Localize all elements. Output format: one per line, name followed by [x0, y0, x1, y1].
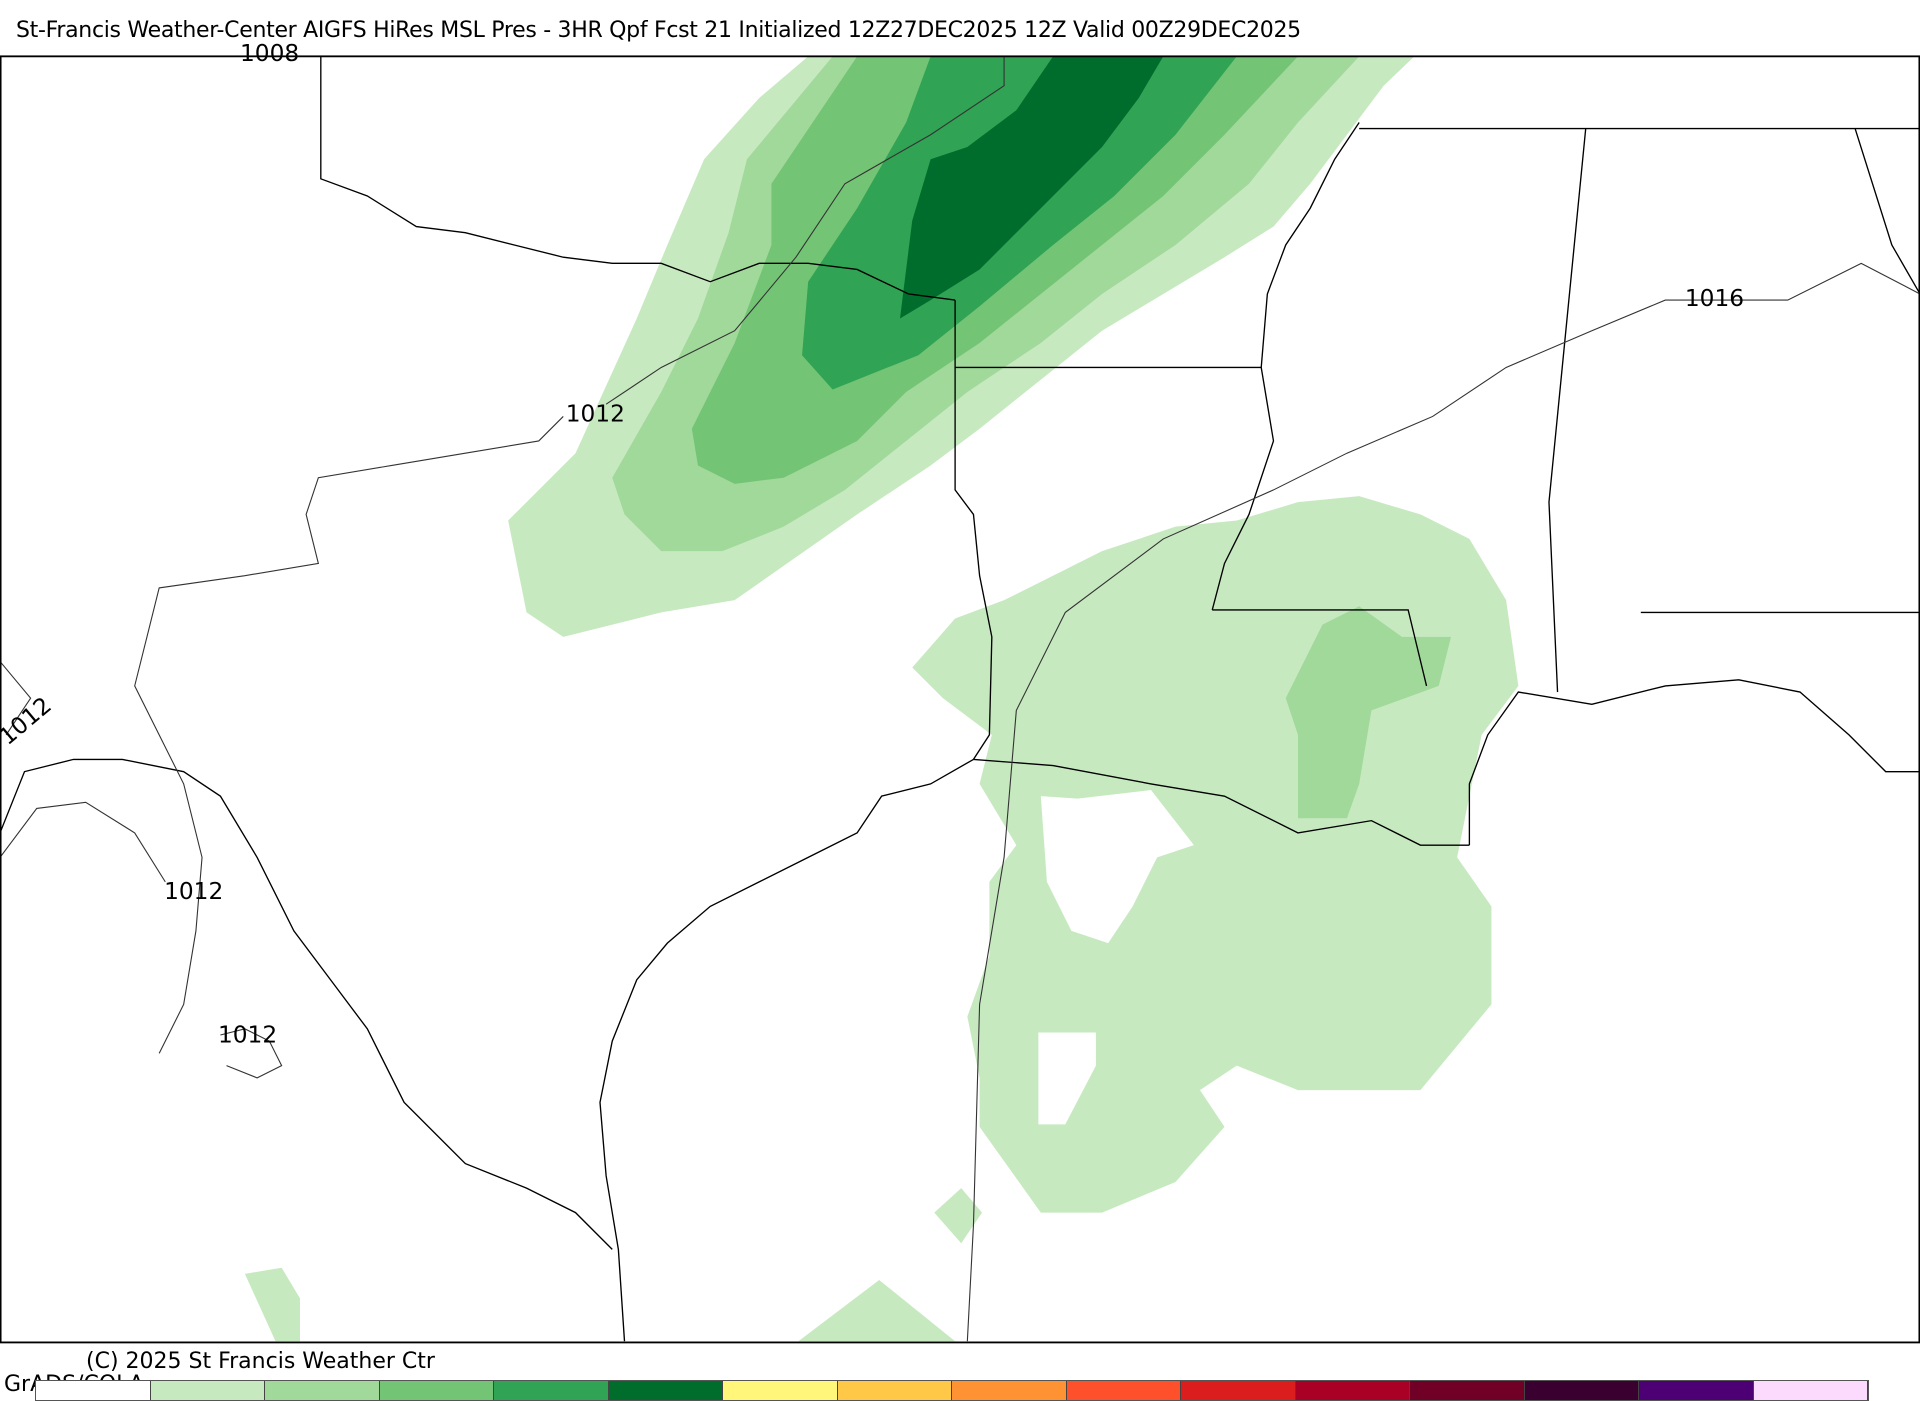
precip-level5: [900, 56, 1164, 319]
legend-swatch: [150, 1381, 265, 1400]
legend-swatch: [723, 1381, 838, 1400]
precip-level1: [912, 496, 1519, 1213]
copyright-text: (C) 2025 St Francis Weather Ctr: [86, 1349, 435, 1374]
precip-level2: [1285, 606, 1452, 819]
isobar-label: 1012: [0, 692, 57, 751]
legend-swatch: [1295, 1381, 1410, 1400]
color-legend: [35, 1380, 1869, 1401]
boundaries: [0, 56, 1920, 1342]
precip-level1: [798, 1279, 956, 1342]
isobar-label: 1012: [164, 878, 223, 905]
precip-level1: [244, 1267, 300, 1342]
legend-swatch: [837, 1381, 952, 1400]
legend-swatch: [1524, 1381, 1639, 1400]
isobar-label: 1016: [1685, 285, 1744, 312]
legend-swatch: [494, 1381, 609, 1400]
legend-swatch: [952, 1381, 1067, 1400]
precip-gap: [1038, 1032, 1096, 1125]
legend-swatch: [1639, 1381, 1754, 1400]
legend-swatch: [1410, 1381, 1525, 1400]
legend-swatch: [379, 1381, 494, 1400]
legend-swatch: [1066, 1381, 1181, 1400]
legend-swatch: [608, 1381, 723, 1400]
legend-swatch: [1753, 1381, 1868, 1400]
isobar-label: 1012: [218, 1021, 277, 1048]
isobars: [0, 56, 1920, 1342]
legend-swatch: [1181, 1381, 1296, 1400]
map-frame: [0, 55, 1920, 1344]
precip-south-area: [244, 496, 1519, 1342]
map-title: St-Francis Weather-Center AIGFS HiRes MS…: [16, 18, 1301, 43]
legend-swatch: [265, 1381, 380, 1400]
isobar-label: 1008: [240, 40, 299, 67]
precip-level1: [934, 1188, 983, 1244]
precip-north-band: [508, 56, 1415, 637]
isobar-label: 1012: [566, 400, 625, 427]
legend-swatch: [36, 1381, 151, 1400]
precip-gap: [1040, 790, 1194, 944]
